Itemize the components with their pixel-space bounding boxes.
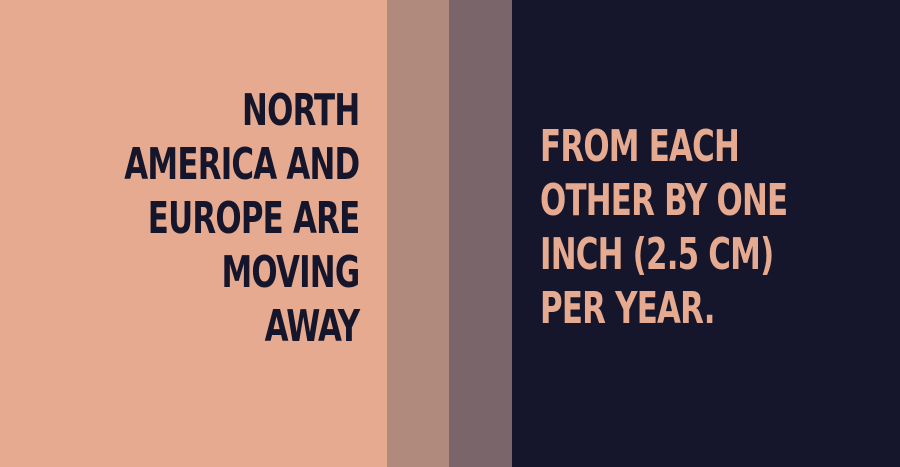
left-text-line: NORTH	[241, 85, 360, 136]
left-text-line: AWAY	[264, 301, 360, 352]
right-text-line: FROM EACH	[540, 121, 740, 172]
left-statement-text: NORTH AMERICA AND EUROPE ARE MOVING AWAY	[123, 84, 360, 354]
dark-divider-stripe	[449, 0, 512, 467]
right-text-line: PER YEAR.	[540, 283, 716, 334]
right-text-line: INCH (2.5 CM)	[540, 229, 774, 280]
left-text-line: EUROPE ARE	[147, 193, 359, 244]
right-statement-text: FROM EACH OTHER BY ONE INCH (2.5 CM) PER…	[540, 120, 788, 336]
right-color-panel	[512, 0, 900, 467]
right-text-line: OTHER BY ONE	[540, 175, 788, 226]
left-text-line: MOVING	[221, 247, 360, 298]
light-divider-stripe	[387, 0, 449, 467]
left-text-line: AMERICA AND	[123, 139, 360, 190]
left-color-panel	[0, 0, 387, 467]
